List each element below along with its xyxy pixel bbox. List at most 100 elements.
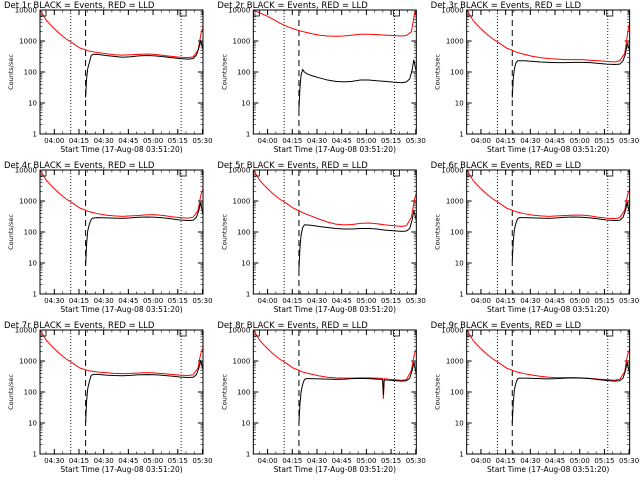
y-tick-label: 10000 xyxy=(15,327,37,335)
y-tick-label: 1000 xyxy=(233,38,251,46)
x-tick-label: 04:00 xyxy=(258,137,278,145)
y-tick-label: 10 xyxy=(455,100,464,108)
plot-frame xyxy=(252,329,417,455)
plot-title: Det 1r BLACK = Events, RED = LLD xyxy=(4,1,155,11)
y-tick-label: 100 xyxy=(237,229,250,237)
x-tick-label: 04:45 xyxy=(545,137,565,145)
x-tick-label: 04:30 xyxy=(307,457,327,465)
x-tick-label: 04:00 xyxy=(44,137,64,145)
x-tick-label: 04:00 xyxy=(471,297,491,305)
plot-series-group xyxy=(253,10,417,110)
plot-panel-9r: Det 9r BLACK = Events, RED = LLD 1 10 100 10… xyxy=(431,321,640,474)
y-axis-label: Counts/sec xyxy=(7,214,15,250)
y-tick-label: 1 xyxy=(33,291,37,299)
y-axis-label: Counts/sec xyxy=(220,54,228,90)
plot-frame xyxy=(39,329,204,455)
x-axis-label: Start Time (17-Aug-08 03:51:20) xyxy=(274,305,396,314)
x-tick-label: 05:00 xyxy=(570,137,590,145)
x-tick-label: 05:00 xyxy=(570,297,590,305)
x-tick-label: 04:30 xyxy=(44,457,64,465)
y-tick-label: 100 xyxy=(237,389,250,397)
plot-panel-7r: Det 7r BLACK = Events, RED = LLD 1 10 100 10… xyxy=(4,321,213,474)
y-tick-label: 100 xyxy=(450,229,463,237)
y-tick-label: 1000 xyxy=(19,358,37,366)
y-tick-label: 100 xyxy=(24,69,37,77)
y-tick-label: 10 xyxy=(241,100,250,108)
events-series-line xyxy=(85,202,203,267)
x-tick-label: 05:00 xyxy=(143,137,163,145)
y-tick-label: 10000 xyxy=(15,7,37,15)
x-tick-label: 05:15 xyxy=(381,297,401,305)
lld-series-line xyxy=(466,330,630,381)
plot-series-group xyxy=(40,10,203,98)
x-tick-label: 05:15 xyxy=(168,137,188,145)
y-tick-label: 10 xyxy=(455,260,464,268)
y-tick-label: 1000 xyxy=(446,198,464,206)
y-tick-label: 1000 xyxy=(19,38,37,46)
lld-series-line xyxy=(253,170,417,228)
y-tick-label: 100 xyxy=(24,389,37,397)
plot-series-group xyxy=(40,170,203,267)
x-tick-label: 05:30 xyxy=(192,297,212,305)
plot-frame xyxy=(466,329,631,455)
y-tick-label: 10 xyxy=(241,420,250,428)
plot-frame xyxy=(39,169,204,295)
events-series-line xyxy=(511,202,630,261)
y-tick-label: 10000 xyxy=(228,7,250,15)
x-axis-label: Start Time (17-Aug-08 03:51:20) xyxy=(60,465,182,474)
plot-panel-6r: Det 6r BLACK = Events, RED = LLD 1 10 100 10… xyxy=(431,161,640,314)
plot-title: Det 9r BLACK = Events, RED = LLD xyxy=(431,321,582,331)
y-tick-label: 1 xyxy=(33,451,37,459)
events-series-line xyxy=(511,42,630,98)
events-series-line xyxy=(298,59,417,110)
y-tick-label: 10000 xyxy=(228,327,250,335)
x-tick-label: 05:15 xyxy=(168,457,188,465)
x-tick-label: 04:45 xyxy=(545,297,565,305)
x-tick-label: 04:30 xyxy=(94,137,114,145)
y-tick-label: 10 xyxy=(28,100,37,108)
plot-title: Det 7r BLACK = Events, RED = LLD xyxy=(4,321,155,331)
x-tick-label: 04:15 xyxy=(496,297,516,305)
x-tick-label: 04:15 xyxy=(282,457,302,465)
plot-series-group xyxy=(253,170,417,270)
x-tick-label: 05:15 xyxy=(381,137,401,145)
y-tick-label: 1 xyxy=(246,291,250,299)
x-tick-label: 05:30 xyxy=(406,297,426,305)
plot-title: Det 6r BLACK = Events, RED = LLD xyxy=(431,161,582,171)
y-tick-label: 10000 xyxy=(15,167,37,175)
lld-series-line xyxy=(253,330,417,399)
x-tick-label: 05:00 xyxy=(356,457,376,465)
x-tick-label: 05:30 xyxy=(619,137,639,145)
y-axis-label: Counts/sec xyxy=(434,214,442,250)
y-tick-label: 10 xyxy=(28,420,37,428)
x-tick-label: 05:00 xyxy=(570,457,590,465)
x-tick-label: 04:15 xyxy=(282,297,302,305)
events-series-line xyxy=(85,359,203,424)
y-tick-label: 1 xyxy=(246,131,250,139)
y-tick-label: 1000 xyxy=(19,198,37,206)
y-tick-label: 1000 xyxy=(446,38,464,46)
x-tick-label: 05:30 xyxy=(406,137,426,145)
x-axis-label: Start Time (17-Aug-08 03:51:20) xyxy=(60,145,182,154)
plot-title: Det 3r BLACK = Events, RED = LLD xyxy=(431,1,582,11)
x-axis-label: Start Time (17-Aug-08 03:51:20) xyxy=(274,465,396,474)
y-tick-label: 1 xyxy=(246,451,250,459)
plot-series-group xyxy=(253,330,417,424)
y-tick-label: 1 xyxy=(459,131,463,139)
lld-series-line xyxy=(40,10,203,59)
x-tick-label: 04:30 xyxy=(520,457,540,465)
y-tick-label: 1 xyxy=(459,451,463,459)
plot-frame xyxy=(252,9,417,135)
x-tick-label: 04:45 xyxy=(332,137,352,145)
y-axis-label: Counts/sec xyxy=(434,54,442,90)
x-tick-label: 05:15 xyxy=(594,297,614,305)
x-axis-label: Start Time (17-Aug-08 03:51:20) xyxy=(487,465,609,474)
x-tick-label: 04:45 xyxy=(118,457,138,465)
y-tick-label: 10000 xyxy=(441,7,463,15)
x-tick-label: 04:30 xyxy=(520,297,540,305)
plot-title: Det 5r BLACK = Events, RED = LLD xyxy=(217,161,368,171)
x-tick-label: 05:30 xyxy=(192,457,212,465)
y-axis-label: Counts/sec xyxy=(220,214,228,250)
x-tick-label: 05:30 xyxy=(406,457,426,465)
events-series-line xyxy=(85,39,203,98)
